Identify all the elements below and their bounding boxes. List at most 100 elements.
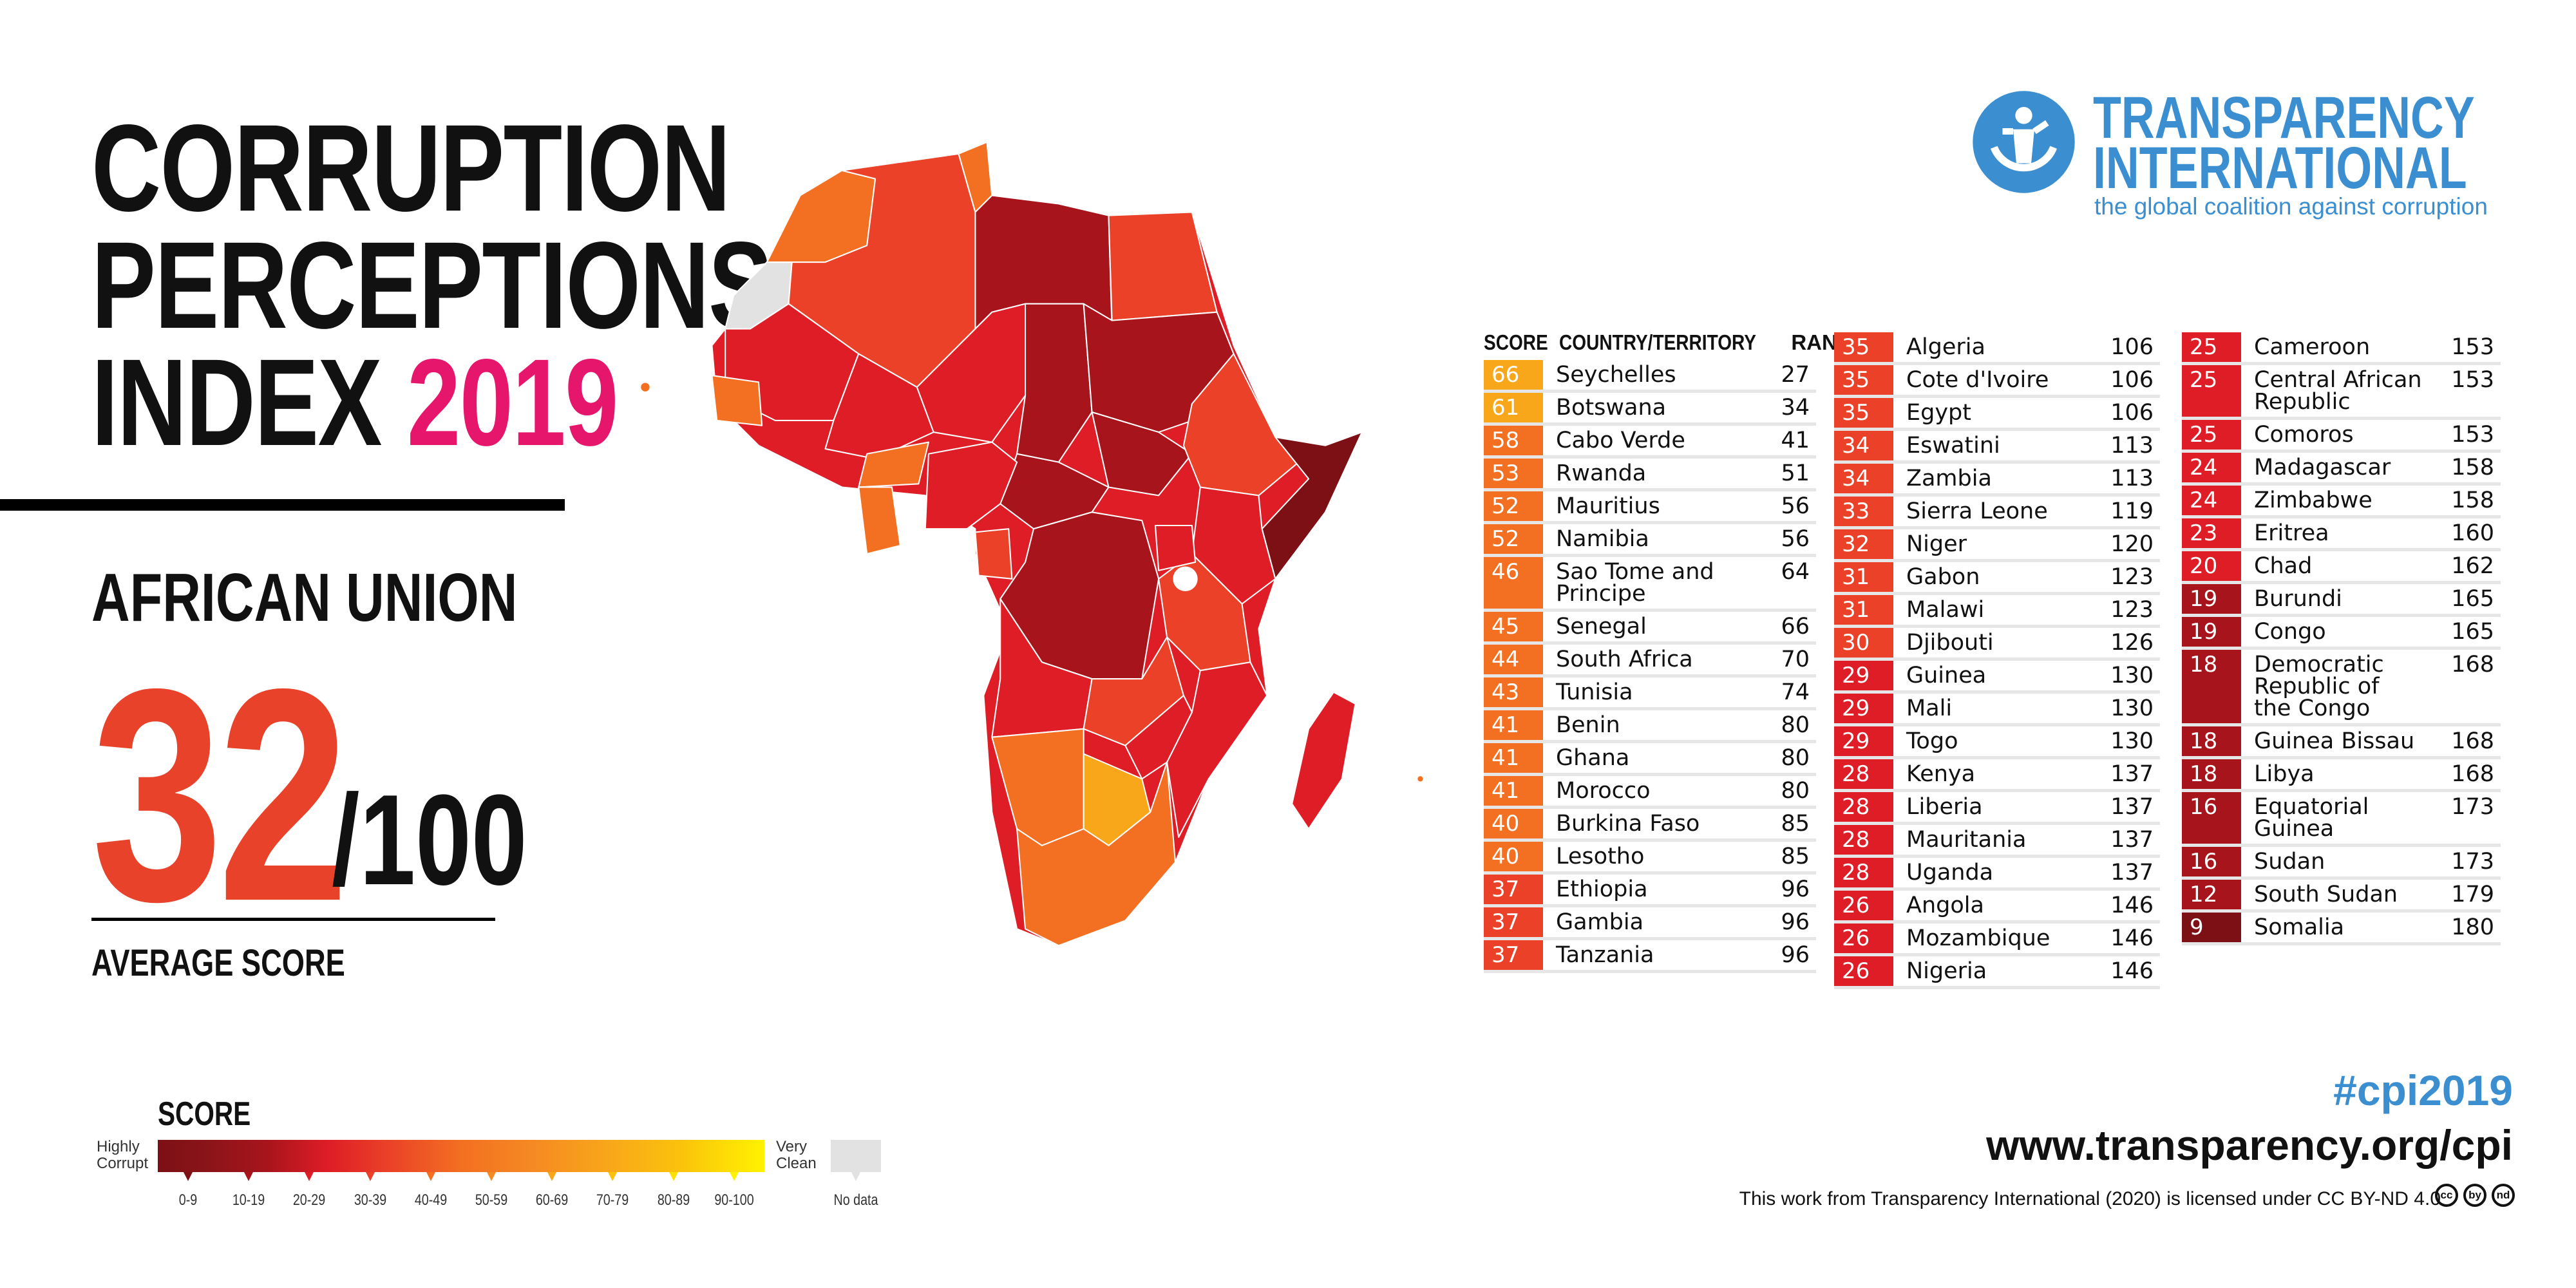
website-link[interactable]: www.transparency.org/cpi [1986, 1121, 2513, 1169]
country-cell: Sudan [2254, 849, 2325, 875]
score-cell: 26 [1834, 956, 1893, 986]
score-cell: 16 [2182, 847, 2241, 876]
rank-cell: 56 [1781, 493, 1810, 519]
table-row: 16 Sudan 173 [2182, 847, 2501, 880]
title-line-1: CORRUPTION [91, 99, 731, 237]
table-row: 31 Malawi 123 [1834, 595, 2160, 628]
score-cell: 25 [2182, 420, 2241, 450]
score-cell: 9 [2182, 913, 2241, 942]
country-cell: Ethiopia [1556, 876, 1648, 902]
table-row: 25 Comoros 153 [2182, 420, 2501, 453]
rank-cell: 168 [2451, 728, 2494, 754]
legend-low-label: Highly Corrupt [97, 1138, 149, 1172]
table-row: 20 Chad 162 [2182, 551, 2501, 584]
score-cell: 41 [1484, 710, 1543, 740]
rank-cell: 165 [2451, 586, 2494, 612]
table-row: 30 Djibouti 126 [1834, 628, 2160, 661]
score-cell: 33 [1834, 497, 1893, 526]
score-cell: 43 [1484, 677, 1543, 707]
map-region-egypt [1108, 211, 1218, 321]
country-cell: Burkina Faso [1556, 811, 1700, 837]
score-table-column-2: 35 Algeria 106 35 Cote d'Ivoire 106 35 Egypt 106… [1834, 332, 2160, 989]
map-region-mauritius [1416, 775, 1425, 783]
country-cell: Namibia [1556, 526, 1649, 552]
rank-cell: 113 [2110, 466, 2154, 491]
rank-cell: 168 [2451, 652, 2494, 677]
legend-no-data-label: No data [833, 1191, 878, 1209]
title-year: 2019 [406, 333, 618, 471]
map-region-ghana [858, 486, 901, 555]
rank-cell: 106 [2110, 367, 2154, 393]
rank-cell: 158 [2451, 488, 2494, 513]
title-line-3: INDEX 2019 [91, 341, 772, 464]
rank-cell: 85 [1781, 844, 1810, 869]
country-cell: South Sudan [2254, 882, 2398, 907]
score-cell: 31 [1834, 595, 1893, 625]
legend-tick [365, 1172, 375, 1181]
country-cell: Ghana [1556, 745, 1630, 771]
rank-cell: 130 [2110, 728, 2154, 754]
score-cell: 40 [1484, 809, 1543, 838]
country-cell: Guinea Bissau [2254, 728, 2415, 754]
score-cell: 25 [2182, 332, 2241, 362]
rank-cell: 153 [2451, 367, 2494, 393]
table-row: 29 Togo 130 [1834, 726, 2160, 759]
country-cell: Mozambique [1906, 925, 2050, 951]
rank-cell: 56 [1781, 526, 1810, 552]
country-cell: Sierra Leone [1906, 498, 2048, 524]
score-cell: 40 [1484, 842, 1543, 871]
table-row: 31 Gabon 123 [1834, 562, 2160, 595]
rank-cell: 158 [2451, 455, 2494, 480]
license-text: This work from Transparency Internationa… [1739, 1188, 2441, 1209]
table-row: 23 Eritrea 160 [2182, 518, 2501, 551]
table-row: 29 Mali 130 [1834, 694, 2160, 726]
hashtag-link[interactable]: #cpi2019 [2333, 1066, 2513, 1114]
country-cell: Tanzania [1556, 942, 1654, 968]
rank-cell: 80 [1781, 778, 1810, 804]
country-cell: Tunisia [1556, 679, 1633, 705]
country-cell: Zambia [1906, 466, 1992, 491]
score-cell: 28 [1834, 792, 1893, 822]
country-cell: Cameroon [2254, 334, 2371, 360]
legend-tick [184, 1172, 193, 1181]
country-cell: Chad [2254, 553, 2313, 579]
country-cell: Botswana [1556, 395, 1667, 421]
score-cell: 46 [1484, 557, 1543, 609]
table-row: 40 Burkina Faso 85 [1484, 809, 1816, 842]
legend-tick [487, 1172, 496, 1181]
rank-cell: 41 [1781, 428, 1810, 453]
cc-icon: cc [2435, 1184, 2458, 1207]
score-cell: 28 [1834, 825, 1893, 855]
rank-cell: 179 [2451, 882, 2494, 907]
map-region-gabon [974, 528, 1013, 580]
table-row: 37 Tanzania 96 [1484, 940, 1816, 973]
average-divider [91, 918, 495, 921]
rank-cell: 106 [2110, 334, 2154, 360]
legend-tick [305, 1172, 314, 1181]
rank-cell: 80 [1781, 712, 1810, 738]
map-region-uganda [1154, 524, 1197, 571]
table-row: 52 Mauritius 56 [1484, 491, 1816, 524]
score-cell: 66 [1484, 360, 1543, 390]
score-cell: 58 [1484, 426, 1543, 455]
score-table-column-1: SCORE COUNTRY/TERRITORY RANK 66 Seychelle… [1484, 325, 1853, 973]
rank-cell: 123 [2110, 597, 2154, 623]
table-row: 18 Democratic Republic of the Congo 168 [2182, 650, 2501, 726]
page-title: CORRUPTION PERCEPTIONS INDEX 2019 [91, 99, 773, 464]
score-cell: 30 [1834, 628, 1893, 658]
table-header: SCORE COUNTRY/TERRITORY RANK [1484, 325, 1853, 360]
map-region-senegal [711, 375, 763, 426]
map-region-south-africa [1016, 761, 1177, 947]
country-cell: Kenya [1906, 761, 1976, 787]
map-region-nigeria [924, 441, 1018, 530]
score-cell: 35 [1834, 332, 1893, 362]
rank-cell: 120 [2110, 531, 2154, 557]
country-cell: Lesotho [1556, 844, 1645, 869]
country-cell: Malawi [1906, 597, 1985, 623]
table-row: 40 Lesotho 85 [1484, 842, 1816, 875]
score-cell: 29 [1834, 661, 1893, 690]
rank-cell: 180 [2451, 914, 2494, 940]
country-cell: Morocco [1556, 778, 1651, 804]
country-cell: Zimbabwe [2254, 488, 2372, 513]
country-cell: Mauritius [1556, 493, 1660, 519]
